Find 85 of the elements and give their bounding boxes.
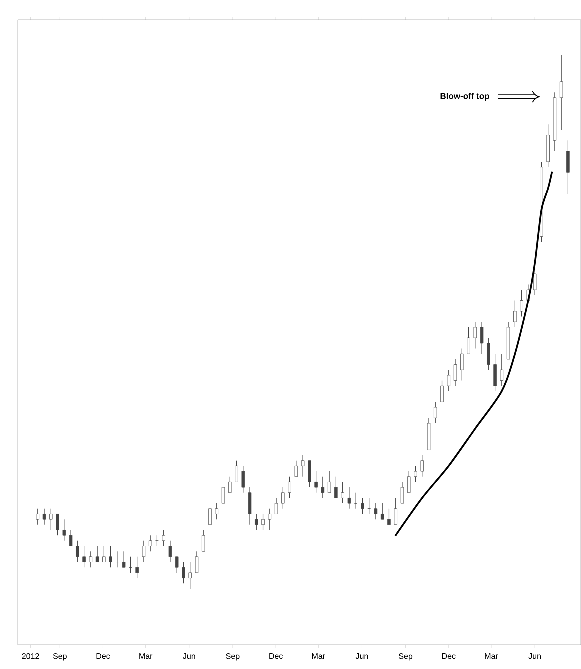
candlestick — [175, 556, 179, 574]
candlestick — [195, 551, 199, 574]
candlestick — [102, 546, 106, 563]
candlestick — [460, 348, 464, 382]
candlestick — [109, 546, 112, 568]
candlestick — [414, 466, 418, 483]
candlestick — [262, 514, 265, 531]
candlestick — [394, 498, 398, 526]
candlestick — [420, 455, 424, 478]
candlestick — [560, 54, 564, 130]
candlestick — [248, 487, 252, 526]
x-tick-label: Dec — [442, 654, 456, 660]
candlestick — [328, 471, 332, 494]
candlestick — [122, 551, 126, 568]
candlestick — [321, 476, 324, 499]
candlestick — [380, 503, 384, 520]
candlestick — [215, 503, 218, 520]
candlestick — [222, 487, 226, 504]
candlestick — [454, 359, 458, 386]
x-tick-label: Sep — [398, 654, 412, 661]
candlestick — [82, 546, 86, 568]
candlestick — [274, 498, 278, 515]
candlestick — [533, 268, 537, 296]
candlestick — [254, 514, 258, 531]
candlestick — [566, 140, 570, 194]
candlestick — [467, 327, 470, 354]
candlestick — [354, 492, 358, 510]
x-tick-label: Dec — [96, 654, 110, 660]
candlestick — [288, 476, 292, 499]
x-tick-label: Mar — [485, 654, 498, 660]
candlestick — [89, 551, 92, 568]
candlestick — [162, 530, 166, 547]
candlestick — [486, 338, 490, 370]
candlestick — [148, 535, 152, 552]
candlestick — [281, 487, 285, 510]
candlestick — [447, 370, 450, 392]
candlestick — [513, 300, 517, 328]
candlestick — [182, 562, 186, 584]
candlestick — [500, 354, 504, 386]
candlestick — [480, 322, 484, 354]
candlestick — [494, 354, 497, 392]
candlestick — [268, 508, 272, 531]
candlestick — [341, 482, 344, 504]
candlestick — [168, 540, 172, 563]
x-tick-label: Jun — [182, 654, 196, 660]
candlestick — [56, 514, 60, 536]
candlestick — [407, 471, 411, 494]
candlestick — [136, 556, 139, 579]
candlestick — [69, 530, 73, 547]
annotation: Blow-off top — [440, 93, 490, 101]
candlestick — [235, 460, 238, 483]
candlestick — [314, 471, 318, 494]
candlestick — [76, 540, 80, 563]
candlestick — [308, 460, 312, 488]
candlestick — [242, 466, 245, 494]
candlestick — [42, 508, 46, 526]
x-tick-label: Jun — [356, 654, 368, 660]
candlestick — [301, 455, 305, 478]
candlestick — [334, 476, 338, 499]
candlestick — [202, 530, 206, 552]
candlestick — [62, 519, 66, 542]
x-tick-label: Mar — [140, 654, 152, 660]
x-tick-label: Mar — [312, 654, 326, 660]
candlestick — [434, 402, 438, 424]
candlestick — [440, 380, 444, 402]
candlestick — [36, 508, 40, 526]
candlestick — [360, 498, 364, 515]
candlestick — [142, 540, 146, 563]
candlestick — [474, 322, 477, 350]
x-tick-label: Jun — [528, 654, 541, 660]
x-tick-label: Sep — [226, 654, 240, 661]
candlestick — [228, 476, 232, 494]
candlestick — [400, 482, 404, 504]
candlestick — [188, 562, 192, 590]
candlestick — [388, 508, 391, 526]
x-tick-label: Sep — [53, 654, 67, 661]
x-tick-label: Dec — [270, 654, 283, 660]
candlestick — [96, 546, 100, 563]
candlestick — [208, 508, 212, 526]
candlestick — [294, 460, 298, 478]
candlestick — [520, 290, 524, 318]
candlestick — [374, 503, 378, 520]
candlestick — [49, 508, 53, 531]
candlestick — [348, 487, 351, 510]
x-tick-label: 2012 — [22, 654, 40, 660]
